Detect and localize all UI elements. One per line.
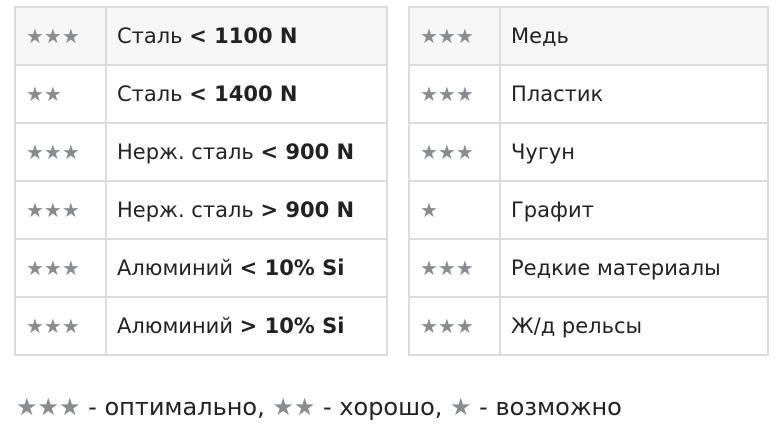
star-rating-icon: ★ bbox=[450, 393, 472, 421]
star-rating-icon: ★★★ bbox=[14, 180, 107, 240]
legend-text: - оптимально, bbox=[80, 393, 273, 421]
star-rating-icon: ★★★ bbox=[14, 6, 107, 66]
material-spec: > 10% Si bbox=[239, 314, 345, 338]
material-name: Сталь bbox=[117, 82, 183, 106]
material-name: Ж/д рельсы bbox=[499, 296, 769, 356]
material-name: Нерж. сталь bbox=[117, 198, 254, 222]
star-rating-icon: ★★ bbox=[14, 64, 107, 124]
table-row: ★★★ Алюминий < 10% Si bbox=[14, 238, 388, 298]
material-spec: < 1400 N bbox=[189, 82, 298, 106]
star-rating-icon: ★★★ bbox=[14, 122, 107, 182]
star-rating-icon: ★★★ bbox=[14, 296, 107, 356]
legend-text: - возможно bbox=[471, 393, 622, 421]
star-rating-icon: ★★★ bbox=[408, 64, 501, 124]
table-row: ★★★ Редкие материалы bbox=[408, 238, 769, 298]
table-row: ★★★ Нерж. сталь < 900 N bbox=[14, 122, 388, 182]
material-name: Алюминий bbox=[117, 256, 233, 280]
material-name: Пластик bbox=[499, 64, 769, 124]
material-name: Графит bbox=[499, 180, 769, 240]
star-rating-icon: ★★★ bbox=[408, 296, 501, 356]
star-rating-icon: ★★★ bbox=[16, 393, 81, 421]
material-name: Редкие материалы bbox=[499, 238, 769, 298]
table-row: ★★★ Сталь < 1100 N bbox=[14, 6, 388, 66]
material-cell: Сталь < 1100 N bbox=[105, 6, 388, 66]
material-name: Алюминий bbox=[117, 314, 233, 338]
material-cell: Нерж. сталь < 900 N bbox=[105, 122, 388, 182]
star-rating-icon: ★ bbox=[408, 180, 501, 240]
materials-table-left: ★★★ Сталь < 1100 N ★★ Сталь < 1400 N ★★★ Не… bbox=[14, 6, 388, 356]
table-row: ★★★ Алюминий > 10% Si bbox=[14, 296, 388, 356]
material-cell: Алюминий < 10% Si bbox=[105, 238, 388, 298]
material-spec: < 10% Si bbox=[239, 256, 345, 280]
star-rating-icon: ★★ bbox=[272, 393, 316, 421]
materials-table-right: ★★★ Медь ★★★ Пластик ★★★ Чугун ★ Графит ★★★ Р… bbox=[408, 6, 769, 356]
material-name: Чугун bbox=[499, 122, 769, 182]
table-row: ★ Графит bbox=[408, 180, 769, 240]
table-row: ★★ Сталь < 1400 N bbox=[14, 64, 388, 124]
star-rating-icon: ★★★ bbox=[408, 6, 501, 66]
legend-text: - хорошо, bbox=[315, 393, 451, 421]
table-row: ★★★ Чугун bbox=[408, 122, 769, 182]
material-spec: < 900 N bbox=[260, 140, 355, 164]
material-name: Медь bbox=[499, 6, 769, 66]
rating-legend: ★★★ - оптимально, ★★ - хорошо, ★ - возмо… bbox=[16, 393, 622, 421]
material-cell: Алюминий > 10% Si bbox=[105, 296, 388, 356]
material-name: Нерж. сталь bbox=[117, 140, 254, 164]
material-cell: Нерж. сталь > 900 N bbox=[105, 180, 388, 240]
material-spec: < 1100 N bbox=[189, 24, 298, 48]
material-spec: > 900 N bbox=[260, 198, 355, 222]
star-rating-icon: ★★★ bbox=[408, 238, 501, 298]
table-row: ★★★ Нерж. сталь > 900 N bbox=[14, 180, 388, 240]
table-row: ★★★ Ж/д рельсы bbox=[408, 296, 769, 356]
star-rating-icon: ★★★ bbox=[14, 238, 107, 298]
material-cell: Сталь < 1400 N bbox=[105, 64, 388, 124]
table-row: ★★★ Медь bbox=[408, 6, 769, 66]
table-row: ★★★ Пластик bbox=[408, 64, 769, 124]
material-name: Сталь bbox=[117, 24, 183, 48]
star-rating-icon: ★★★ bbox=[408, 122, 501, 182]
